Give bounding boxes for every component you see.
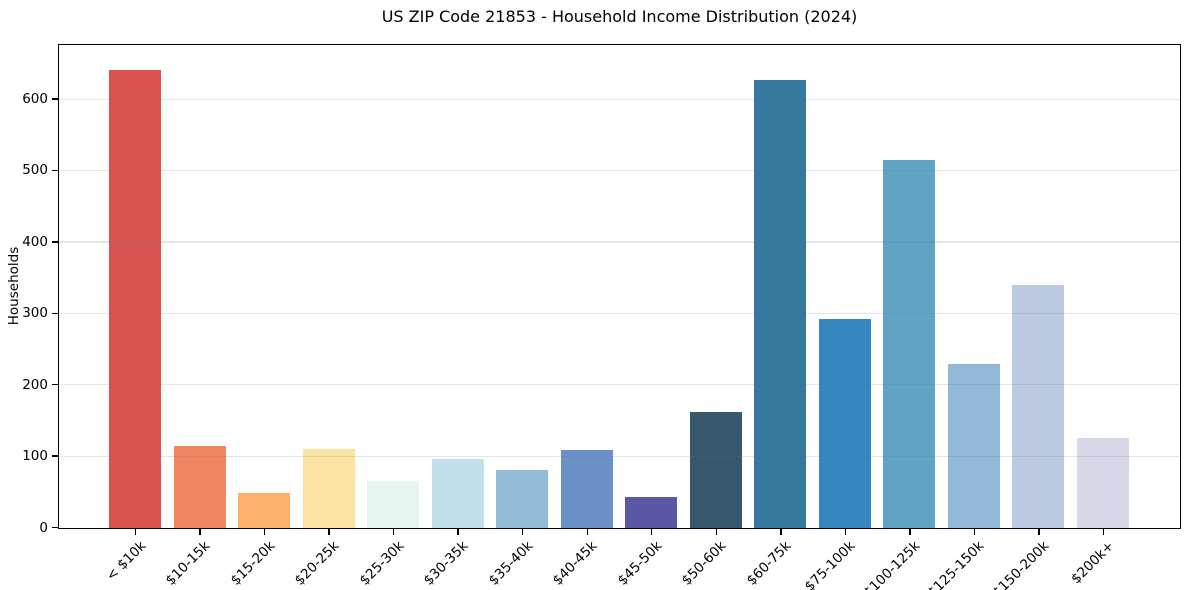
y-tick-label: 500 bbox=[22, 162, 48, 179]
bar-50-60k bbox=[689, 412, 742, 528]
y-tick-mark bbox=[52, 383, 58, 386]
y-tick-label: 400 bbox=[22, 233, 48, 250]
y-tick-label: 100 bbox=[22, 448, 48, 465]
gridline-y-600 bbox=[59, 98, 1180, 100]
x-tick-mark bbox=[1102, 529, 1105, 535]
y-tick-label: 0 bbox=[39, 519, 48, 536]
bar-100-125k bbox=[883, 159, 936, 528]
bar-60-75k bbox=[754, 80, 807, 528]
y-tick-label: 300 bbox=[22, 305, 48, 322]
plot-area bbox=[58, 44, 1181, 529]
x-tick-label: < $10k bbox=[102, 538, 149, 585]
bar-75-100k bbox=[818, 318, 871, 528]
bar-35-40k bbox=[496, 470, 549, 528]
bar-10-15k bbox=[173, 445, 226, 528]
x-tick-mark bbox=[199, 529, 201, 535]
bar-25-30k bbox=[367, 480, 420, 528]
bar-40-45k bbox=[560, 450, 613, 528]
bar-15-20k bbox=[238, 493, 291, 528]
x-tick-mark bbox=[134, 529, 137, 535]
x-tick-mark bbox=[651, 529, 653, 535]
y-tick-mark bbox=[52, 455, 58, 457]
x-tick-mark bbox=[586, 529, 588, 535]
bar-30-35k bbox=[431, 459, 484, 528]
y-tick-label: 200 bbox=[22, 376, 48, 393]
x-tick-mark bbox=[328, 529, 330, 535]
bar-10k bbox=[109, 69, 161, 528]
x-tick-mark bbox=[457, 529, 459, 535]
x-tick-mark bbox=[973, 529, 976, 535]
x-tick-mark bbox=[263, 529, 266, 535]
x-tick-mark bbox=[1038, 529, 1040, 535]
y-tick-mark bbox=[52, 312, 58, 314]
y-tick-mark bbox=[52, 526, 58, 529]
chart-title: US ZIP Code 21853 - Household Income Dis… bbox=[381, 7, 858, 26]
y-tick-mark bbox=[52, 98, 58, 100]
gridline-y-400 bbox=[59, 241, 1180, 243]
bar-150-200k bbox=[1012, 285, 1065, 528]
x-tick-mark bbox=[844, 529, 847, 535]
bar-20-25k bbox=[302, 449, 355, 528]
x-tick-mark bbox=[780, 529, 782, 535]
gridline-y-100 bbox=[59, 455, 1180, 457]
gridline-y-200 bbox=[59, 384, 1180, 386]
bar-125-150k bbox=[947, 363, 1000, 528]
bar-200k+ bbox=[1077, 438, 1129, 528]
y-tick-mark bbox=[52, 169, 58, 172]
bar-45-50k bbox=[625, 497, 678, 528]
x-tick-mark bbox=[715, 529, 717, 535]
x-tick-mark bbox=[392, 529, 395, 535]
y-tick-mark bbox=[52, 241, 58, 243]
y-tick-label: 600 bbox=[22, 91, 48, 108]
gridline-y-300 bbox=[59, 312, 1180, 314]
gridline-y-500 bbox=[59, 169, 1180, 172]
x-tick-mark bbox=[522, 529, 524, 535]
x-tick-mark bbox=[909, 529, 911, 535]
